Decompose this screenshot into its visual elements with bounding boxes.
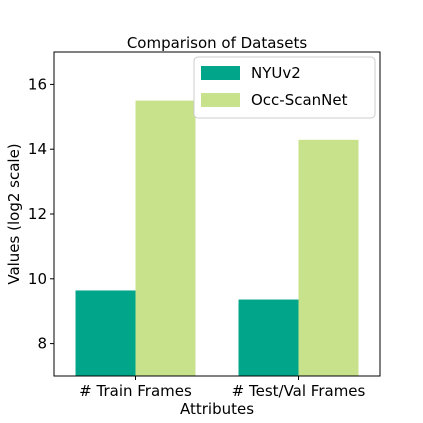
y-axis-label: Values (log2 scale) xyxy=(5,143,23,284)
plot-frame xyxy=(53,51,381,377)
bar-occ-scannet-1 xyxy=(298,139,359,376)
x-tick-label: # Train Frames xyxy=(79,382,192,400)
y-axis-ticks: 8 10 12 14 16 xyxy=(28,75,54,353)
bar-nyuv2-1 xyxy=(238,299,299,376)
x-axis-label: Attributes xyxy=(180,400,254,418)
bars-group xyxy=(75,100,359,376)
legend-swatch-occ-scannet xyxy=(201,93,240,107)
x-tick-label: # Test/Val Frames xyxy=(232,382,366,400)
bar-nyuv2-0 xyxy=(75,290,136,376)
chart-title: Comparison of Datasets xyxy=(127,34,308,52)
y-tick-label: 8 xyxy=(37,335,47,353)
y-tick-label: 14 xyxy=(28,140,47,158)
y-tick-label: 10 xyxy=(28,270,47,288)
legend-label-occ-scannet: Occ-ScanNet xyxy=(251,91,348,109)
bar-occ-scannet-0 xyxy=(135,100,196,376)
legend-label-nyuv2: NYUv2 xyxy=(251,64,301,82)
y-tick-label: 12 xyxy=(28,205,47,223)
y-tick-label: 16 xyxy=(28,75,47,93)
legend-swatch-nyuv2 xyxy=(201,66,240,80)
legend: NYUv2 Occ-ScanNet xyxy=(193,56,376,119)
x-axis-ticks: # Train Frames # Test/Val Frames xyxy=(79,376,366,400)
